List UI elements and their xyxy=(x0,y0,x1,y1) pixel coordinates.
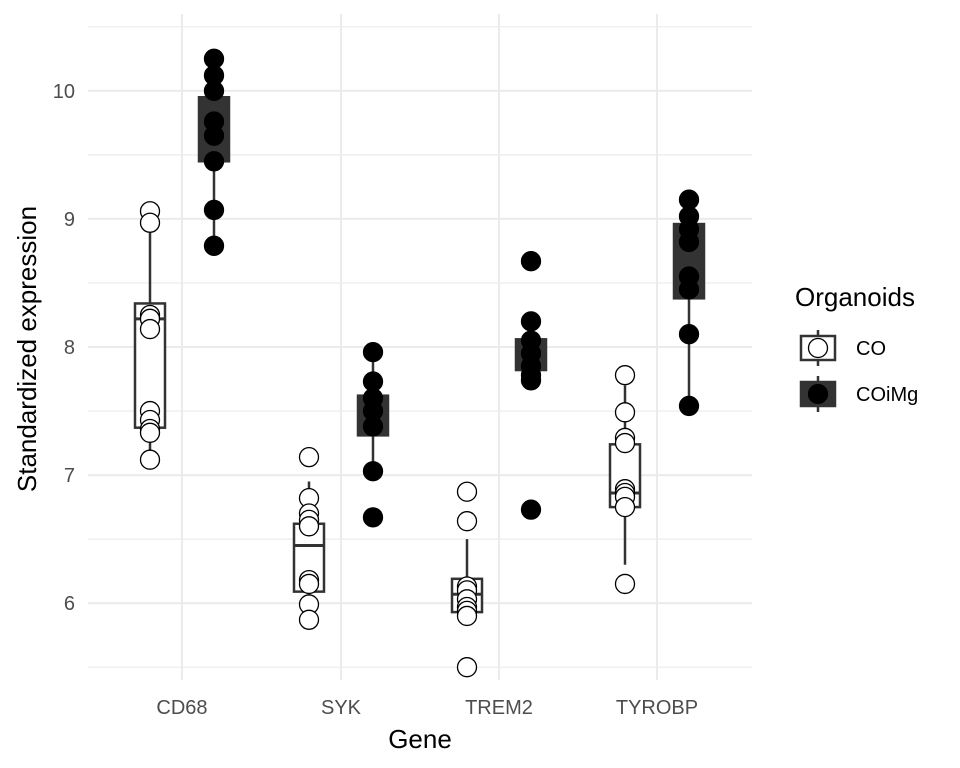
data-point-CO xyxy=(139,318,161,340)
data-point-CO xyxy=(139,422,161,443)
data-point-COiMg xyxy=(203,125,225,146)
data-point-CO xyxy=(614,365,636,386)
data-point-COiMg xyxy=(203,80,225,101)
data-point-COiMg xyxy=(362,341,384,363)
data-point-COiMg xyxy=(520,499,542,520)
data-point-COiMg xyxy=(203,199,225,221)
y-axis-title: Standardized expression xyxy=(12,206,42,492)
data-point-COiMg xyxy=(678,324,700,345)
data-point-CO xyxy=(298,609,320,630)
data-point-CO xyxy=(456,511,478,532)
x-tick-label: SYK xyxy=(321,697,362,719)
data-point-CO xyxy=(456,605,478,627)
data-point-CO xyxy=(614,573,636,595)
legend-title: Organoids xyxy=(795,282,915,312)
data-point-CO xyxy=(456,481,478,502)
x-tick-label: TYROBP xyxy=(616,697,698,719)
legend-items: CO COiMg xyxy=(799,330,918,412)
data-point-CO xyxy=(456,657,478,678)
grid xyxy=(88,14,752,680)
legend-label: COiMg xyxy=(856,384,918,406)
y-tick-label: 8 xyxy=(64,337,75,359)
data-point-COiMg xyxy=(520,251,542,272)
data-point-CO xyxy=(298,516,320,537)
legend-item-CO: CO xyxy=(799,330,886,366)
data-point-COiMg xyxy=(678,279,700,300)
data-point-COiMg xyxy=(362,416,384,437)
data-point-CO xyxy=(139,212,161,233)
x-tick-label: CD68 xyxy=(156,697,207,719)
legend-key-point xyxy=(807,337,829,359)
data-point-COiMg xyxy=(362,461,384,482)
data-point-COiMg xyxy=(678,395,700,417)
data-point-CO xyxy=(298,573,320,595)
data-point-COiMg xyxy=(520,370,542,391)
legend-key-point xyxy=(807,383,829,405)
data-point-COiMg xyxy=(203,235,225,256)
legend-label: CO xyxy=(856,338,886,360)
data-point-CO xyxy=(614,402,636,423)
data-point-CO xyxy=(298,446,320,468)
data-point-CO xyxy=(139,449,161,470)
y-tick-label: 6 xyxy=(64,593,75,615)
data-point-CO xyxy=(614,496,636,518)
y-tick-label: 10 xyxy=(53,81,75,103)
legend-item-COiMg: COiMg xyxy=(799,376,918,412)
data-point-COiMg xyxy=(678,231,700,253)
x-axis-title: Gene xyxy=(388,724,452,754)
data-point-CO xyxy=(614,432,636,454)
x-tick-label: TREM2 xyxy=(465,697,533,719)
data-point-COiMg xyxy=(203,151,225,172)
points xyxy=(139,48,700,678)
y-tick-labels: 6 7 8 9 10 xyxy=(53,81,75,615)
y-tick-label: 7 xyxy=(64,465,75,487)
legend: Organoids CO COiMg xyxy=(795,282,918,412)
x-tick-labels: CD68 SYK TREM2 TYROBP xyxy=(156,697,698,719)
y-tick-label: 9 xyxy=(64,209,75,231)
data-point-COiMg xyxy=(520,311,542,332)
data-point-COiMg xyxy=(362,507,384,528)
